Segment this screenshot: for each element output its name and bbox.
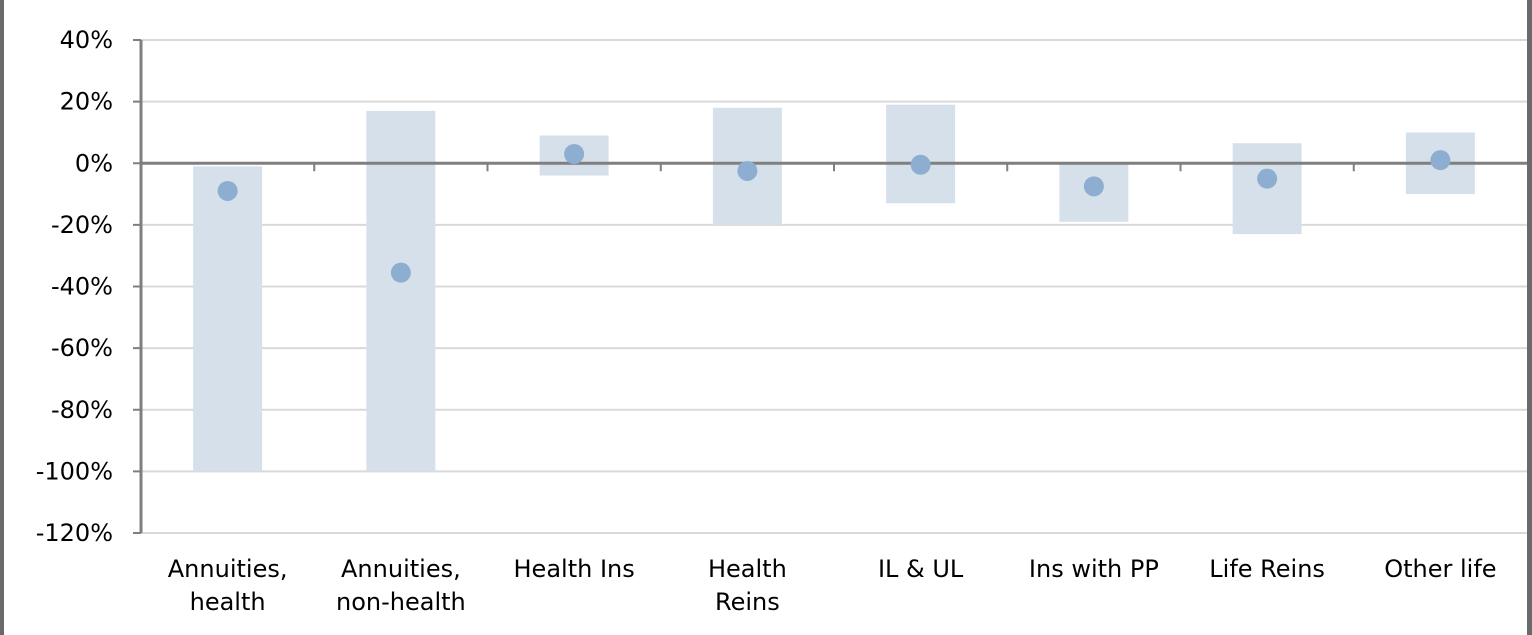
x-tick-label: Other life bbox=[1384, 555, 1496, 583]
x-tick-label: Annuities, bbox=[168, 555, 288, 583]
data-point bbox=[1083, 176, 1104, 197]
y-tick-label: 20% bbox=[60, 88, 113, 116]
data-point bbox=[564, 144, 585, 165]
range-bars bbox=[193, 104, 1475, 472]
y-tick-label: -120% bbox=[36, 519, 113, 547]
x-tick-label: Annuities, bbox=[341, 555, 461, 583]
data-point bbox=[737, 160, 758, 181]
x-tick-label: Life Reins bbox=[1209, 555, 1325, 583]
data-point bbox=[1430, 150, 1451, 171]
x-tick-label: health bbox=[190, 588, 266, 616]
y-tick-label: -100% bbox=[36, 457, 113, 485]
range-bar bbox=[366, 110, 436, 472]
y-tick-label: 40% bbox=[60, 26, 113, 54]
x-tick-labels: Annuities, health Annuities, non-health Heal… bbox=[168, 555, 1497, 616]
data-point bbox=[217, 180, 238, 201]
range-bar bbox=[1232, 143, 1302, 235]
y-tick-label: 0% bbox=[75, 149, 113, 177]
x-tick-label: Health Ins bbox=[514, 555, 635, 583]
y-tick-label: -40% bbox=[51, 273, 113, 301]
range-bar bbox=[886, 104, 956, 204]
axes bbox=[133, 39, 1527, 534]
y-tick-labels: 40% 20% 0% -20% -40% -60% -80% -100% -120% bbox=[36, 26, 113, 547]
data-point bbox=[1257, 168, 1278, 189]
y-tick-label: -60% bbox=[51, 334, 113, 362]
data-point bbox=[390, 262, 411, 283]
x-tick-label: non-health bbox=[336, 588, 466, 616]
data-point bbox=[910, 154, 931, 175]
right-frame-border bbox=[1527, 0, 1532, 635]
x-tick-label: Health bbox=[708, 555, 787, 583]
data-points bbox=[217, 144, 1451, 283]
x-tick-label: Ins with PP bbox=[1029, 555, 1159, 583]
x-tick-label: IL & UL bbox=[878, 555, 964, 583]
gridlines bbox=[141, 39, 1527, 534]
y-tick-label: -80% bbox=[51, 396, 113, 424]
left-frame-border bbox=[0, 0, 4, 635]
x-tick-label: Reins bbox=[715, 588, 780, 616]
range-bar bbox=[193, 166, 263, 472]
y-tick-label: -20% bbox=[51, 211, 113, 239]
